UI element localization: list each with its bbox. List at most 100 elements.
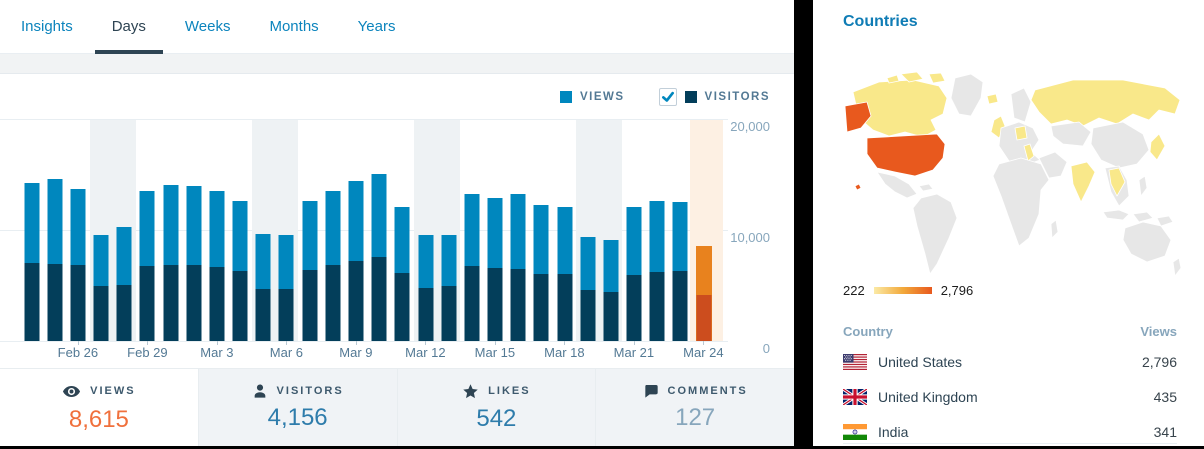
bar-mar-3[interactable] [205, 120, 228, 341]
visitors-bar [232, 270, 248, 341]
visitors-bar [116, 284, 132, 341]
bar-mar-19[interactable] [576, 120, 600, 341]
bar-mar-7[interactable] [298, 120, 321, 341]
bar-feb-28[interactable] [112, 120, 136, 341]
chart-card: VIEWS VISITORS 20,000 10,000 0 Feb 26 Feb… [0, 73, 794, 368]
visitors-bar [163, 265, 179, 341]
bar-mar-24[interactable] [692, 120, 715, 341]
visitors-bar [47, 264, 63, 341]
x-tick-label: Mar 6 [269, 345, 304, 360]
country-views: 435 [1153, 388, 1177, 405]
bar-mar-18[interactable] [553, 120, 576, 341]
summary-label: VISITORS [276, 385, 344, 397]
summary-value: 127 [675, 404, 716, 431]
summary-tab-views[interactable]: VIEWS 8,615 [0, 369, 199, 446]
visitors-bar [139, 266, 155, 341]
bar-mar-9[interactable] [344, 120, 367, 341]
bar-feb-27[interactable] [89, 120, 113, 341]
world-map[interactable] [843, 70, 1185, 282]
map-country-china [1090, 121, 1150, 169]
bar-feb-26[interactable] [66, 120, 89, 341]
panel-divider [794, 0, 813, 446]
x-tick-label: Mar 12 [405, 345, 446, 360]
summary-tab-likes[interactable]: LIKES 542 [397, 369, 597, 446]
bar-mar-17[interactable] [530, 120, 553, 341]
panel-spacer [0, 54, 794, 73]
traffic-panel: Insights Days Weeks Months Years VIEWS VISIT… [0, 0, 794, 446]
map-country-australia [1122, 221, 1172, 263]
countries-table-header: Country Views [843, 318, 1177, 344]
x-tick-mark [633, 341, 635, 345]
visitors-bar [394, 273, 410, 341]
y-tick-20000: 20,000 [730, 119, 770, 134]
country-name: United Kingdom [878, 388, 978, 405]
bar-mar-16[interactable] [507, 120, 530, 341]
bar-mar-8[interactable] [321, 120, 344, 341]
visitors-bar [186, 264, 202, 341]
heat-gradient-bar [873, 287, 932, 294]
summary-tab-visitors[interactable]: VISITORS 4,156 [198, 369, 398, 446]
bar-mar-6[interactable] [274, 120, 299, 341]
countries-table: Country Views United States 2,796 United K… [843, 318, 1177, 444]
bar-mar-4[interactable] [229, 120, 252, 341]
visitors-bar [278, 288, 294, 341]
bar-mar-22[interactable] [646, 120, 669, 341]
bar-feb-29[interactable] [136, 120, 159, 341]
period-tabs: Insights Days Weeks Months Years [0, 0, 794, 54]
bar-mar-1[interactable] [159, 120, 182, 341]
visitors-bar [487, 268, 503, 341]
views-legend-label: VIEWS [579, 91, 625, 103]
bar-mar-14[interactable] [460, 120, 483, 341]
bar-mar-10[interactable] [368, 120, 391, 341]
bar-mar-5[interactable] [251, 120, 275, 341]
map-country-greenland [950, 73, 984, 117]
bar-mar-2[interactable] [182, 120, 205, 341]
bar-feb-24[interactable] [20, 120, 43, 341]
summary-value: 542 [476, 404, 517, 432]
india-flag [843, 423, 867, 440]
tab-insights[interactable]: Insights [21, 18, 73, 35]
country-row-united-kingdom: United Kingdom 435 [843, 379, 1177, 414]
bar-mar-11[interactable] [391, 120, 414, 341]
star-icon [462, 383, 479, 400]
tab-weeks[interactable]: Weeks [184, 18, 231, 35]
map-legend-max: 2,796 [940, 283, 974, 298]
x-tick-label: Mar 18 [544, 345, 585, 360]
visitors-bar [348, 261, 364, 341]
x-tick-mark [216, 341, 218, 345]
tab-years[interactable]: Years [357, 18, 396, 35]
map-region-africa [992, 157, 1050, 247]
visitors-bar [580, 289, 596, 341]
summary-label: COMMENTS [667, 385, 748, 397]
eye-icon [62, 382, 81, 401]
bar-mar-15[interactable] [483, 120, 506, 341]
country-row-united-states: United States 2,796 [843, 344, 1177, 379]
views-swatch-icon [559, 91, 572, 103]
bar-mar-23[interactable] [669, 120, 692, 341]
visitors-bar [93, 286, 109, 341]
bar-feb-25[interactable] [43, 120, 66, 341]
x-tick-mark [286, 341, 288, 345]
country-name: United States [878, 353, 963, 370]
visitors-checkbox[interactable] [658, 88, 677, 106]
bar-mar-12[interactable] [413, 120, 438, 341]
tab-months[interactable]: Months [269, 18, 319, 35]
summary-tab-comments[interactable]: COMMENTS 127 [596, 369, 794, 446]
map-heat-legend: 222 2,796 [843, 283, 973, 298]
x-tick-mark [147, 341, 149, 345]
country-column-header: Country [843, 323, 893, 339]
bar-mar-13[interactable] [437, 120, 461, 341]
x-tick-label: Mar 9 [339, 345, 373, 360]
visitors-bar [371, 257, 387, 341]
map-region-alaska [844, 101, 872, 133]
x-tick-label: Mar 15 [474, 345, 516, 360]
visitors-bar [557, 273, 573, 341]
tab-days[interactable]: Days [94, 0, 164, 54]
summary-tabs: VIEWS 8,615 VISITORS 4,156 LIKES 542 COMMENTS 1… [0, 368, 794, 446]
y-tick-10000: 10,000 [730, 230, 770, 245]
country-views: 341 [1153, 423, 1177, 440]
bar-mar-20[interactable] [599, 120, 623, 341]
map-country-japan [1149, 133, 1166, 161]
bar-mar-21[interactable] [622, 120, 645, 341]
x-tick-label: Mar 3 [200, 345, 234, 360]
